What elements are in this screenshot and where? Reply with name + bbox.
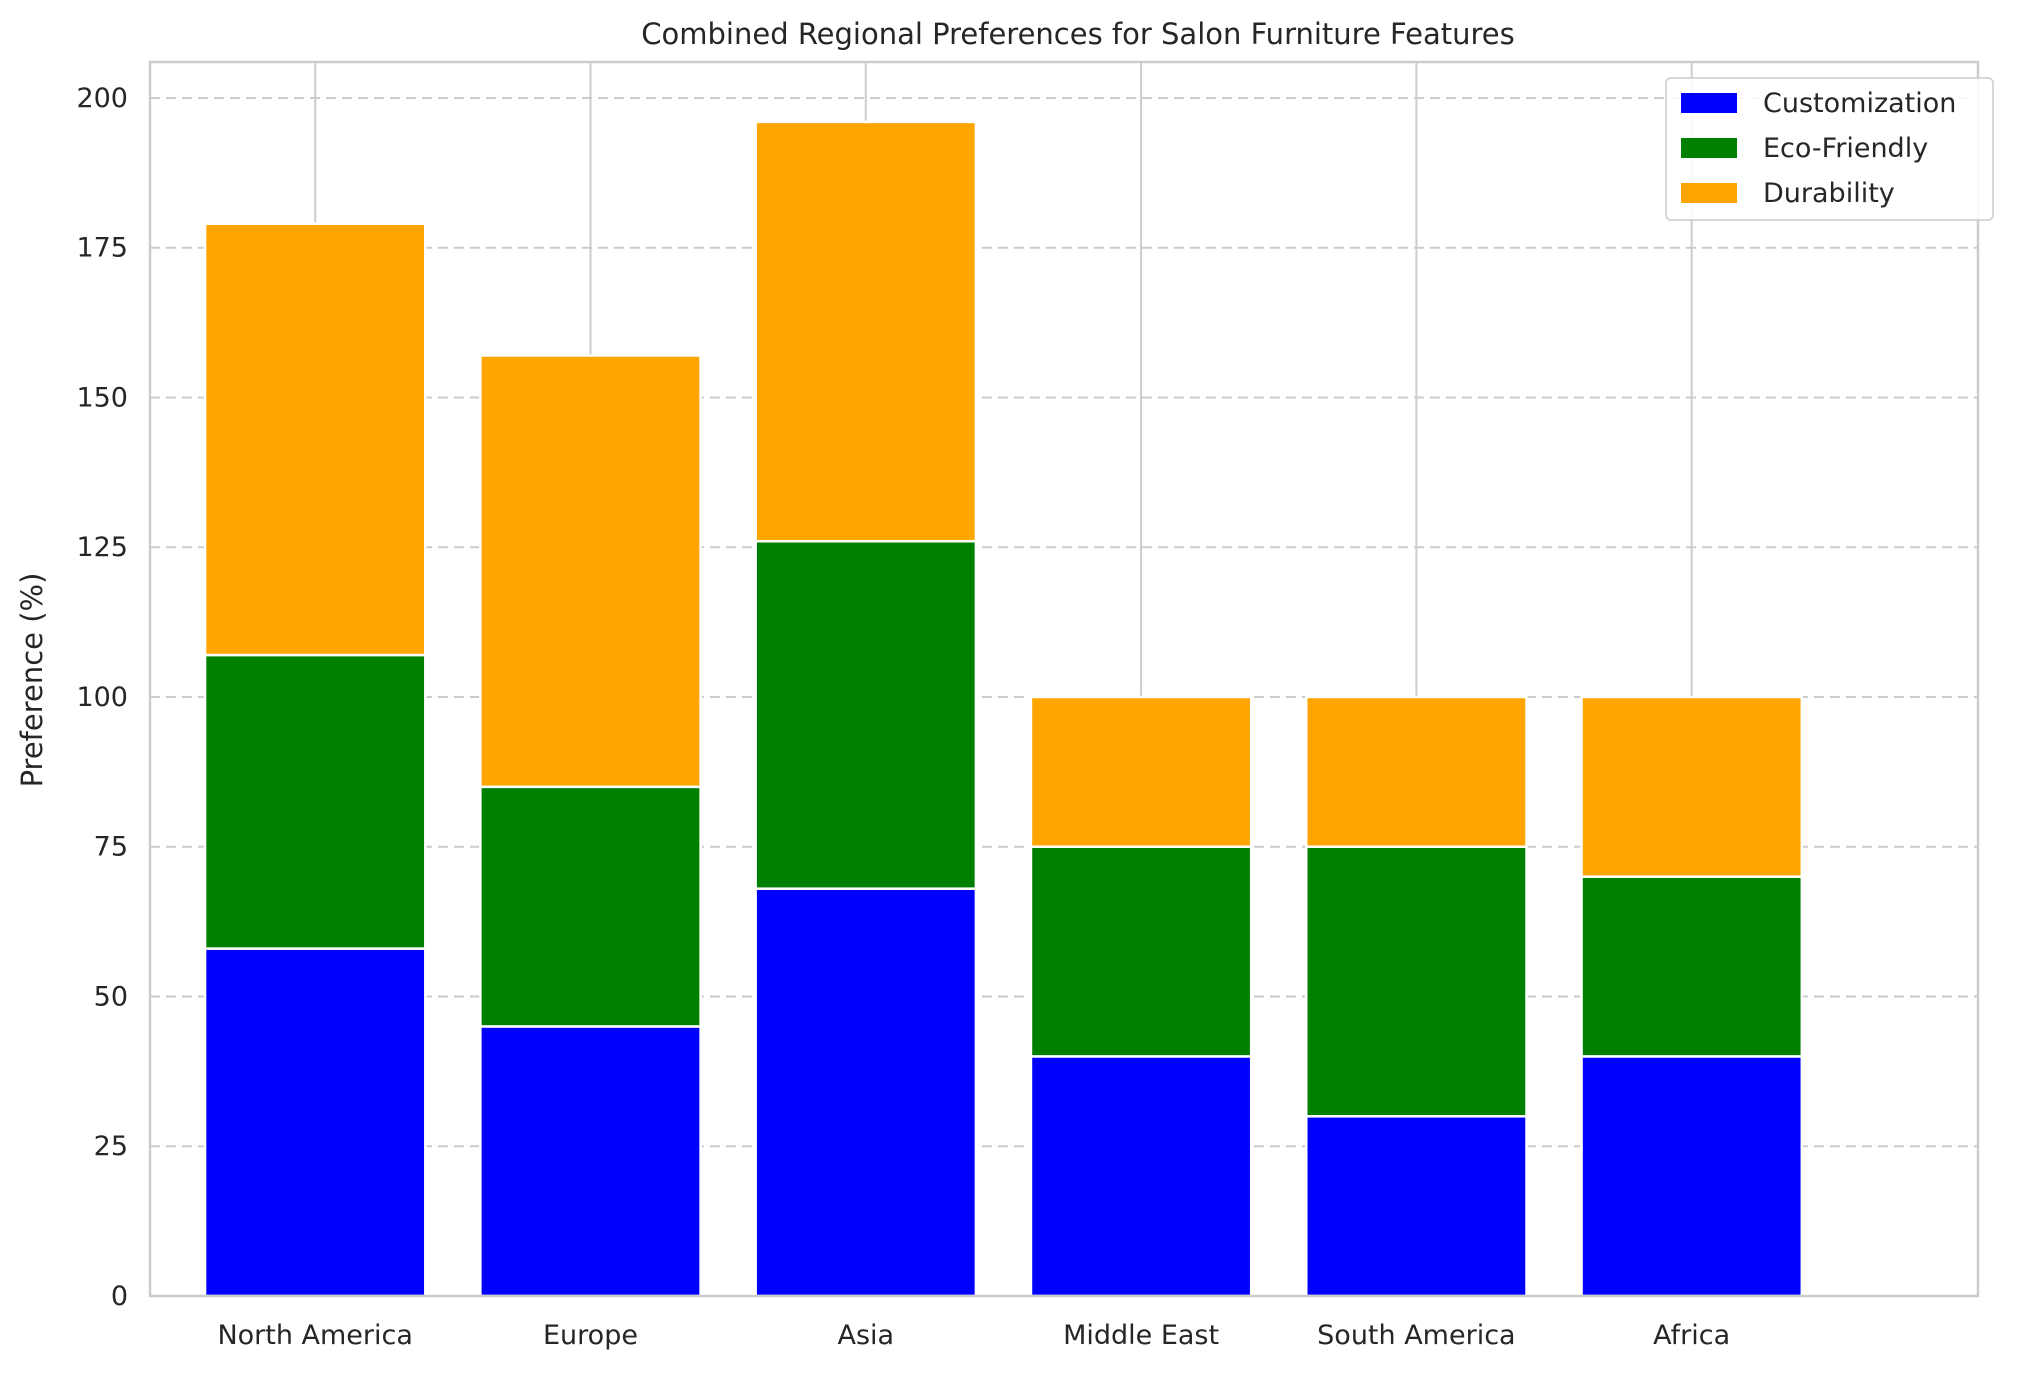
bar-segment-durability[interactable] — [754, 120, 978, 543]
y-tick-label: 175 — [76, 233, 128, 264]
x-tick-label: Asia — [837, 1320, 894, 1351]
bar-segment-customization[interactable] — [1029, 1055, 1253, 1298]
legend-swatch — [1681, 93, 1737, 113]
y-tick-label: 50 — [94, 981, 128, 1012]
bar-segment-customization[interactable] — [754, 887, 978, 1298]
x-tick-labels: North America Europe Asia Middle East South … — [217, 1320, 1730, 1351]
y-axis-label: Preference (%) — [15, 573, 49, 788]
bar-segment-customization[interactable] — [203, 947, 427, 1298]
bar-segment-customization[interactable] — [1580, 1055, 1804, 1298]
legend[interactable]: Customization Eco-Friendly Durability — [1665, 77, 1994, 221]
legend-swatch — [1681, 183, 1737, 203]
legend-label: Eco-Friendly — [1763, 133, 1928, 164]
legend-box — [1665, 77, 1994, 221]
bar-segment-eco-friendly[interactable] — [479, 785, 702, 1028]
bar-segment-durability[interactable] — [1580, 695, 1804, 878]
chart-title: Combined Regional Preferences for Salon … — [641, 17, 1514, 51]
bar-segment-customization[interactable] — [479, 1025, 702, 1298]
bar-segment-durability[interactable] — [479, 354, 702, 789]
bar-segment-eco-friendly[interactable] — [1305, 845, 1528, 1118]
y-tick-label: 100 — [76, 682, 128, 713]
y-tick-label: 75 — [94, 832, 128, 863]
bar-segment-eco-friendly[interactable] — [1580, 875, 1804, 1058]
legend-label: Durability — [1763, 178, 1895, 209]
bars-layer — [203, 120, 1804, 1298]
legend-label: Customization — [1763, 88, 1956, 119]
x-tick-label: Africa — [1653, 1320, 1730, 1351]
bar-segment-eco-friendly[interactable] — [203, 653, 427, 950]
x-tick-label: Middle East — [1063, 1320, 1219, 1351]
legend-swatch — [1681, 138, 1737, 158]
bar-segment-eco-friendly[interactable] — [1029, 845, 1253, 1058]
y-tick-label: 150 — [76, 382, 128, 413]
plot-frame — [148, 60, 1980, 1298]
x-tick-label: Europe — [543, 1320, 638, 1351]
y-tick-label: 0 — [111, 1281, 128, 1312]
bar-segment-durability[interactable] — [1305, 695, 1528, 848]
y-tick-label: 25 — [94, 1131, 128, 1162]
y-tick-label: 200 — [76, 83, 128, 114]
y-tick-labels: 0 25 50 75 100 125 150 175 200 — [76, 83, 128, 1312]
x-tick-label: North America — [217, 1320, 412, 1351]
bar-segment-customization[interactable] — [1305, 1115, 1528, 1298]
bar-segment-durability[interactable] — [203, 222, 427, 657]
y-tick-label: 125 — [76, 532, 128, 563]
bar-segment-eco-friendly[interactable] — [754, 539, 978, 890]
x-tick-label: South America — [1317, 1320, 1515, 1351]
bar-segment-durability[interactable] — [1029, 695, 1253, 848]
